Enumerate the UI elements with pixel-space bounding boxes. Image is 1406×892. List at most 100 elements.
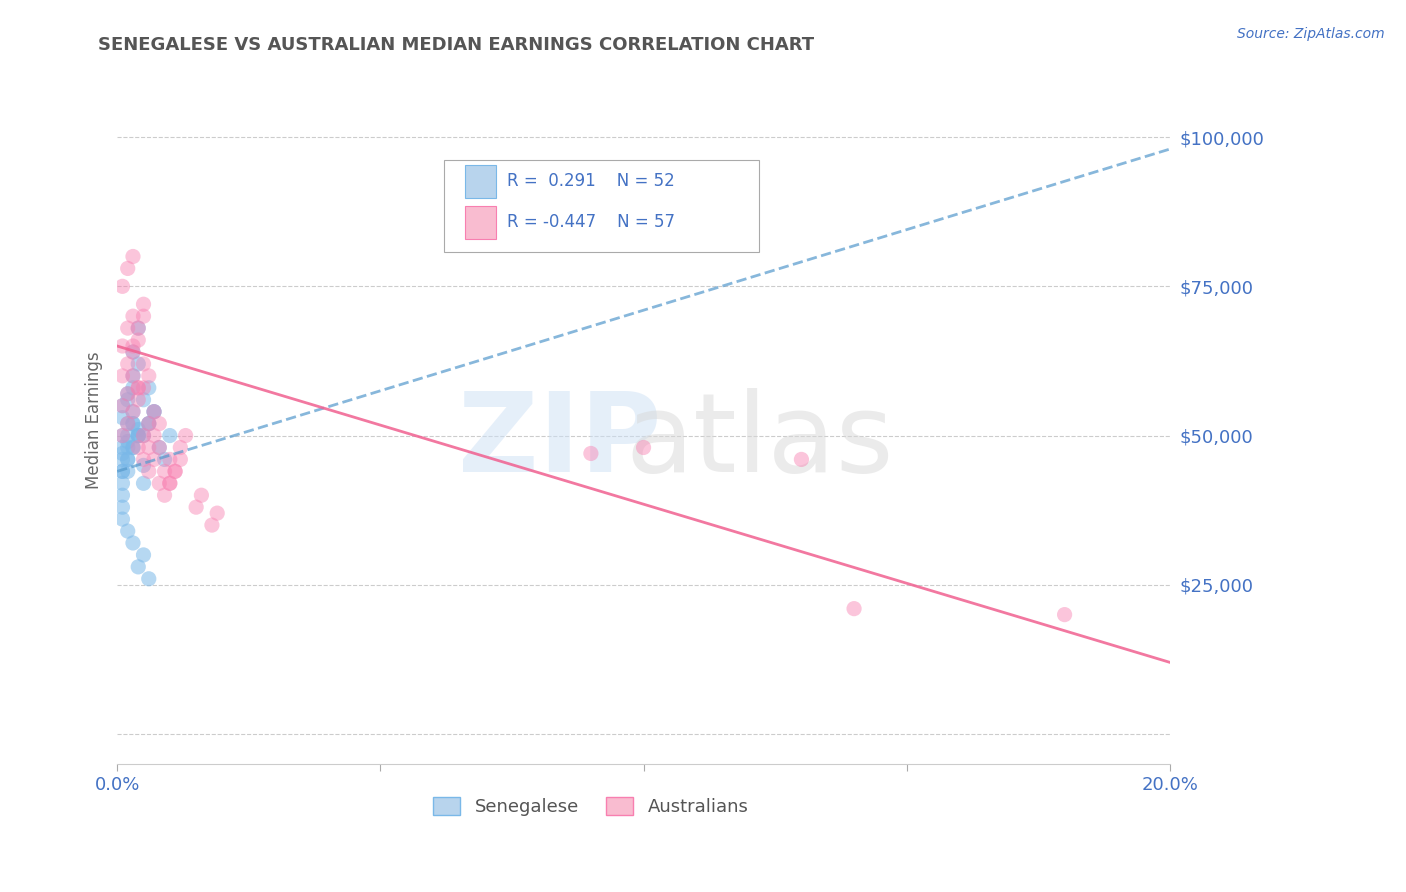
Point: [111, 512, 134, 526]
Point: [169, 452, 191, 467]
Point: [111, 476, 134, 491]
Point: [159, 476, 181, 491]
Point: [122, 345, 145, 359]
Point: [117, 434, 139, 449]
Text: R =  0.291    N = 52: R = 0.291 N = 52: [506, 172, 675, 190]
Point: [127, 392, 149, 407]
Text: SENEGALESE VS AUSTRALIAN MEDIAN EARNINGS CORRELATION CHART: SENEGALESE VS AUSTRALIAN MEDIAN EARNINGS…: [98, 36, 814, 54]
Point: [132, 428, 155, 442]
Point: [1053, 607, 1076, 622]
Point: [127, 381, 149, 395]
Point: [111, 441, 134, 455]
Point: [132, 392, 155, 407]
Point: [143, 452, 166, 467]
Point: [138, 417, 160, 431]
Point: [143, 405, 166, 419]
Point: [201, 518, 224, 533]
Point: [148, 441, 170, 455]
Point: [132, 309, 155, 323]
Point: [842, 601, 865, 615]
Point: [132, 297, 155, 311]
Point: [169, 441, 191, 455]
Point: [159, 476, 181, 491]
Point: [132, 452, 155, 467]
Text: ZIP: ZIP: [457, 388, 661, 495]
Text: atlas: atlas: [626, 388, 894, 495]
Point: [165, 464, 187, 478]
Point: [111, 410, 134, 425]
Text: Source: ZipAtlas.com: Source: ZipAtlas.com: [1237, 27, 1385, 41]
Point: [127, 559, 149, 574]
Bar: [464, 206, 496, 239]
Point: [127, 428, 149, 442]
Point: [117, 452, 139, 467]
Point: [117, 321, 139, 335]
Point: [132, 458, 155, 473]
Point: [111, 446, 134, 460]
Y-axis label: Median Earnings: Median Earnings: [86, 351, 103, 490]
Point: [132, 428, 155, 442]
Point: [127, 357, 149, 371]
Point: [111, 399, 134, 413]
Point: [633, 441, 655, 455]
Point: [143, 405, 166, 419]
Point: [132, 381, 155, 395]
Point: [153, 464, 176, 478]
Point: [127, 428, 149, 442]
Point: [127, 423, 149, 437]
Point: [138, 572, 160, 586]
Point: [132, 476, 155, 491]
Point: [122, 381, 145, 395]
Point: [117, 386, 139, 401]
Point: [205, 506, 228, 520]
Point: [117, 464, 139, 478]
Point: [111, 464, 134, 478]
Point: [122, 417, 145, 431]
Point: [122, 368, 145, 383]
Point: [117, 357, 139, 371]
Point: [111, 399, 134, 413]
Point: [122, 368, 145, 383]
Point: [122, 405, 145, 419]
Point: [122, 250, 145, 264]
Point: [143, 428, 166, 442]
Point: [117, 417, 139, 431]
Point: [111, 500, 134, 515]
Point: [127, 441, 149, 455]
Point: [117, 441, 139, 455]
Legend: Senegalese, Australians: Senegalese, Australians: [426, 789, 756, 823]
Point: [153, 452, 176, 467]
Point: [138, 464, 160, 478]
Point: [579, 446, 602, 460]
Point: [159, 428, 181, 442]
Point: [111, 452, 134, 467]
Point: [117, 392, 139, 407]
Point: [143, 405, 166, 419]
Point: [122, 417, 145, 431]
Point: [165, 464, 187, 478]
Point: [138, 417, 160, 431]
Point: [122, 405, 145, 419]
Point: [132, 548, 155, 562]
Text: R = -0.447    N = 57: R = -0.447 N = 57: [506, 213, 675, 231]
Point: [122, 441, 145, 455]
Point: [127, 428, 149, 442]
Point: [117, 524, 139, 538]
Point: [790, 452, 813, 467]
Point: [117, 417, 139, 431]
Point: [190, 488, 212, 502]
Point: [159, 452, 181, 467]
Bar: [464, 165, 496, 197]
Point: [122, 309, 145, 323]
Point: [111, 279, 134, 293]
Point: [148, 417, 170, 431]
Point: [111, 464, 134, 478]
Point: [122, 441, 145, 455]
Point: [138, 417, 160, 431]
Point: [138, 441, 160, 455]
FancyBboxPatch shape: [443, 160, 759, 252]
Point: [111, 428, 134, 442]
Point: [111, 428, 134, 442]
Point: [127, 321, 149, 335]
Point: [117, 428, 139, 442]
